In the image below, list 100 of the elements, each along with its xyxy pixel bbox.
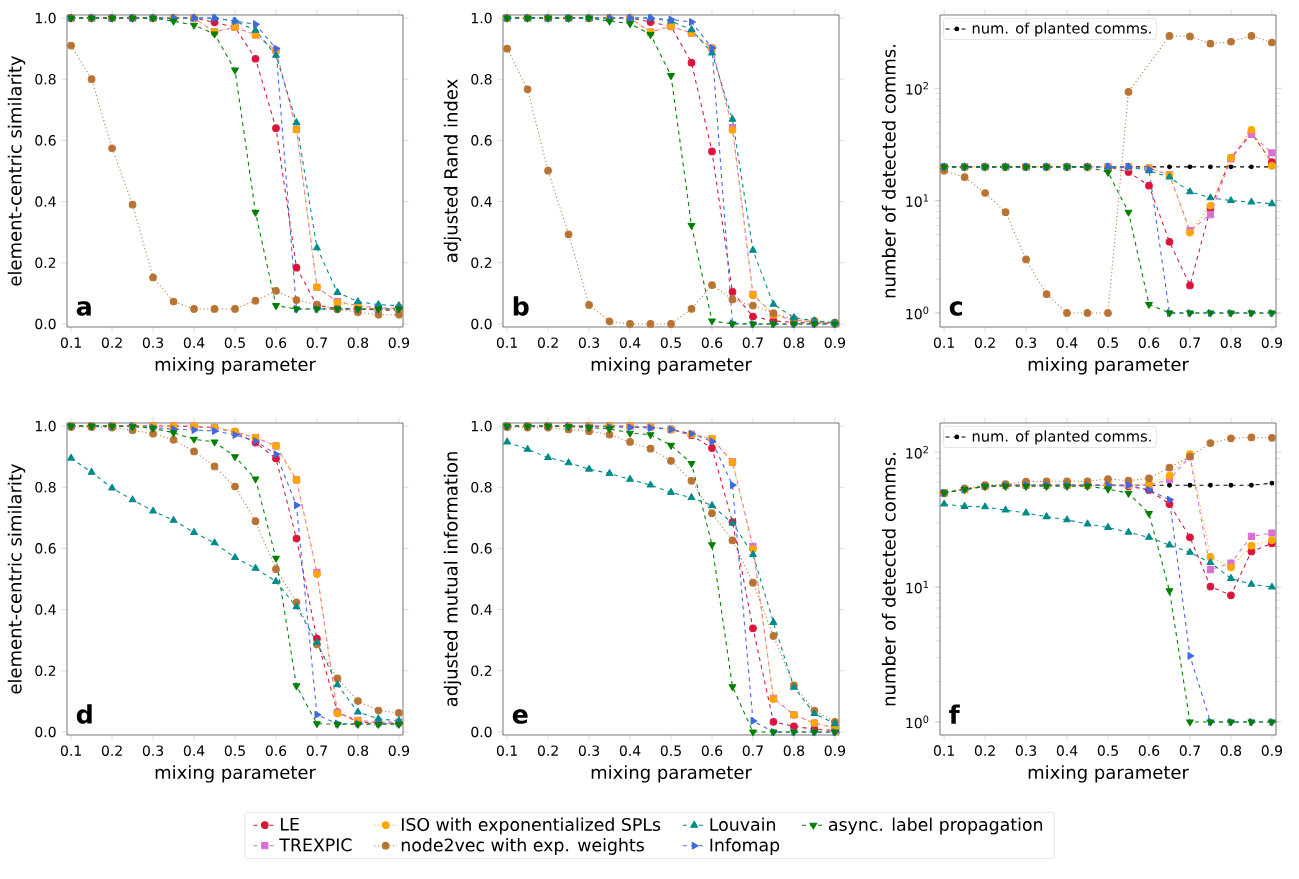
x-tick-label: 0.9 — [388, 745, 410, 756]
y-tick-label: 0.2 — [471, 665, 492, 677]
x-tick-label: 0.3 — [142, 745, 164, 756]
x-tick-label: 0.1 — [496, 337, 517, 348]
x-tick-label: 0.7 — [742, 337, 763, 348]
x-tick-label: 0.8 — [1220, 745, 1242, 756]
x-axis-title: mixing parameter — [155, 765, 316, 783]
x-tick-label: 0.4 — [619, 337, 641, 348]
x-tick-label: 0.1 — [933, 745, 954, 756]
x-tick-label: 0.4 — [183, 337, 205, 348]
x-tick-label: 0.8 — [347, 745, 369, 756]
y-tick-label: 0.4 — [471, 196, 492, 207]
legend-label: LE — [281, 817, 299, 831]
y-axis-title: element-centric similarity — [7, 463, 26, 694]
x-tick-label: 0.6 — [1138, 745, 1160, 756]
x-tick-label: 0.5 — [224, 745, 245, 756]
legend-label: ISO with exponentialized SPLs — [401, 817, 661, 835]
y-tick-label: 10$^{1}$ — [906, 580, 929, 594]
x-tick-label: 0.2 — [537, 745, 558, 756]
y-tick-label: 0.8 — [35, 481, 56, 493]
y-tick-label: 0.8 — [35, 73, 56, 85]
x-tick-label: 0.6 — [1138, 337, 1160, 348]
legend-label: num. of planted comms. — [972, 22, 1151, 37]
x-tick-label: 0.5 — [660, 745, 681, 756]
x-axis-title: mixing parameter — [1028, 765, 1189, 783]
x-tick-label: 0.7 — [1179, 337, 1200, 348]
x-tick-label: 0.6 — [701, 337, 723, 348]
x-tick-label: 0.6 — [701, 745, 723, 756]
y-tick-label: 0.0 — [471, 318, 492, 330]
y-tick-label: 1.0 — [471, 12, 492, 24]
x-tick-label: 0.4 — [1056, 337, 1078, 348]
y-tick-label: 0.0 — [471, 726, 492, 738]
y-tick-label: 1.0 — [471, 420, 492, 432]
y-tick-label: 0.4 — [35, 604, 56, 615]
x-tick-label: 0.9 — [1261, 745, 1283, 756]
y-axis-title: adjusted Rand index — [443, 79, 462, 263]
y-axis-title: element-centric similarity — [7, 55, 26, 286]
y-tick-label: 0.4 — [471, 604, 492, 615]
x-tick-label: 0.2 — [101, 337, 122, 348]
x-tick-label: 0.8 — [783, 337, 805, 348]
y-tick-label: 0.2 — [35, 257, 56, 269]
y-tick-label: 1.0 — [35, 420, 56, 432]
y-tick-label: 0.8 — [471, 73, 492, 85]
x-tick-label: 0.5 — [660, 337, 681, 348]
x-tick-label: 0.3 — [1015, 337, 1037, 348]
y-tick-label: 10$^{2}$ — [906, 81, 928, 95]
x-tick-label: 0.9 — [824, 337, 846, 348]
y-tick-label: 0.0 — [35, 318, 56, 330]
legend-label: node2vec with exp. weights — [401, 838, 644, 855]
x-tick-label: 0.2 — [974, 745, 995, 756]
x-tick-label: 0.2 — [537, 337, 558, 348]
x-tick-label: 0.3 — [578, 745, 600, 756]
x-axis-title: mixing parameter — [155, 357, 316, 375]
x-tick-label: 0.8 — [1220, 337, 1242, 348]
x-tick-label: 0.1 — [933, 337, 954, 348]
legend-label: async. label propagation — [828, 817, 1043, 835]
x-tick-label: 0.3 — [142, 337, 164, 348]
y-tick-label: 10$^{0}$ — [906, 306, 929, 320]
x-tick-label: 0.2 — [974, 337, 995, 348]
y-tick-label: 0.0 — [35, 726, 56, 738]
y-tick-label: 10$^{2}$ — [906, 445, 928, 459]
y-tick-label: 0.6 — [471, 543, 492, 554]
x-tick-label: 0.7 — [306, 337, 327, 348]
legend-label: num. of planted comms. — [972, 430, 1151, 445]
x-tick-label: 0.6 — [265, 337, 287, 348]
x-tick-label: 0.4 — [1056, 745, 1078, 756]
annotation: d — [76, 704, 92, 724]
y-tick-label: 10$^{1}$ — [906, 194, 929, 207]
x-tick-label: 0.7 — [1179, 745, 1200, 756]
x-tick-label: 0.1 — [60, 745, 81, 756]
x-tick-label: 0.3 — [1015, 745, 1037, 756]
x-tick-label: 0.8 — [347, 337, 369, 348]
annotation: a — [76, 301, 91, 316]
y-tick-label: 1.0 — [35, 12, 56, 24]
x-axis-title: mixing parameter — [591, 357, 752, 375]
x-tick-label: 0.7 — [742, 745, 763, 756]
y-axis-title: adjusted mutual information — [443, 452, 462, 707]
y-tick-label: 0.6 — [35, 543, 56, 554]
x-tick-label: 0.6 — [265, 745, 287, 756]
legend-label: Infomap — [710, 838, 780, 855]
x-tick-label: 0.9 — [1261, 337, 1283, 348]
x-tick-label: 0.7 — [306, 745, 327, 756]
x-tick-label: 0.9 — [388, 337, 410, 348]
x-tick-label: 0.3 — [578, 337, 600, 348]
y-axis-title: number of detected comms. — [881, 44, 896, 298]
annotation: b — [513, 296, 529, 316]
x-tick-label: 0.1 — [60, 337, 81, 348]
x-tick-label: 0.4 — [619, 745, 641, 756]
legend-label: TREXPIC — [279, 838, 352, 852]
x-tick-label: 0.5 — [224, 337, 245, 348]
annotation: c — [949, 301, 962, 316]
x-tick-label: 0.9 — [824, 745, 846, 756]
y-tick-label: 0.2 — [35, 665, 56, 677]
x-tick-label: 0.2 — [101, 745, 122, 756]
x-tick-label: 0.8 — [783, 745, 805, 756]
x-tick-label: 0.5 — [1097, 745, 1118, 756]
y-tick-label: 0.8 — [471, 481, 492, 493]
y-tick-label: 0.2 — [471, 257, 492, 269]
y-tick-label: 0.6 — [471, 135, 492, 146]
x-tick-label: 0.4 — [183, 745, 205, 756]
